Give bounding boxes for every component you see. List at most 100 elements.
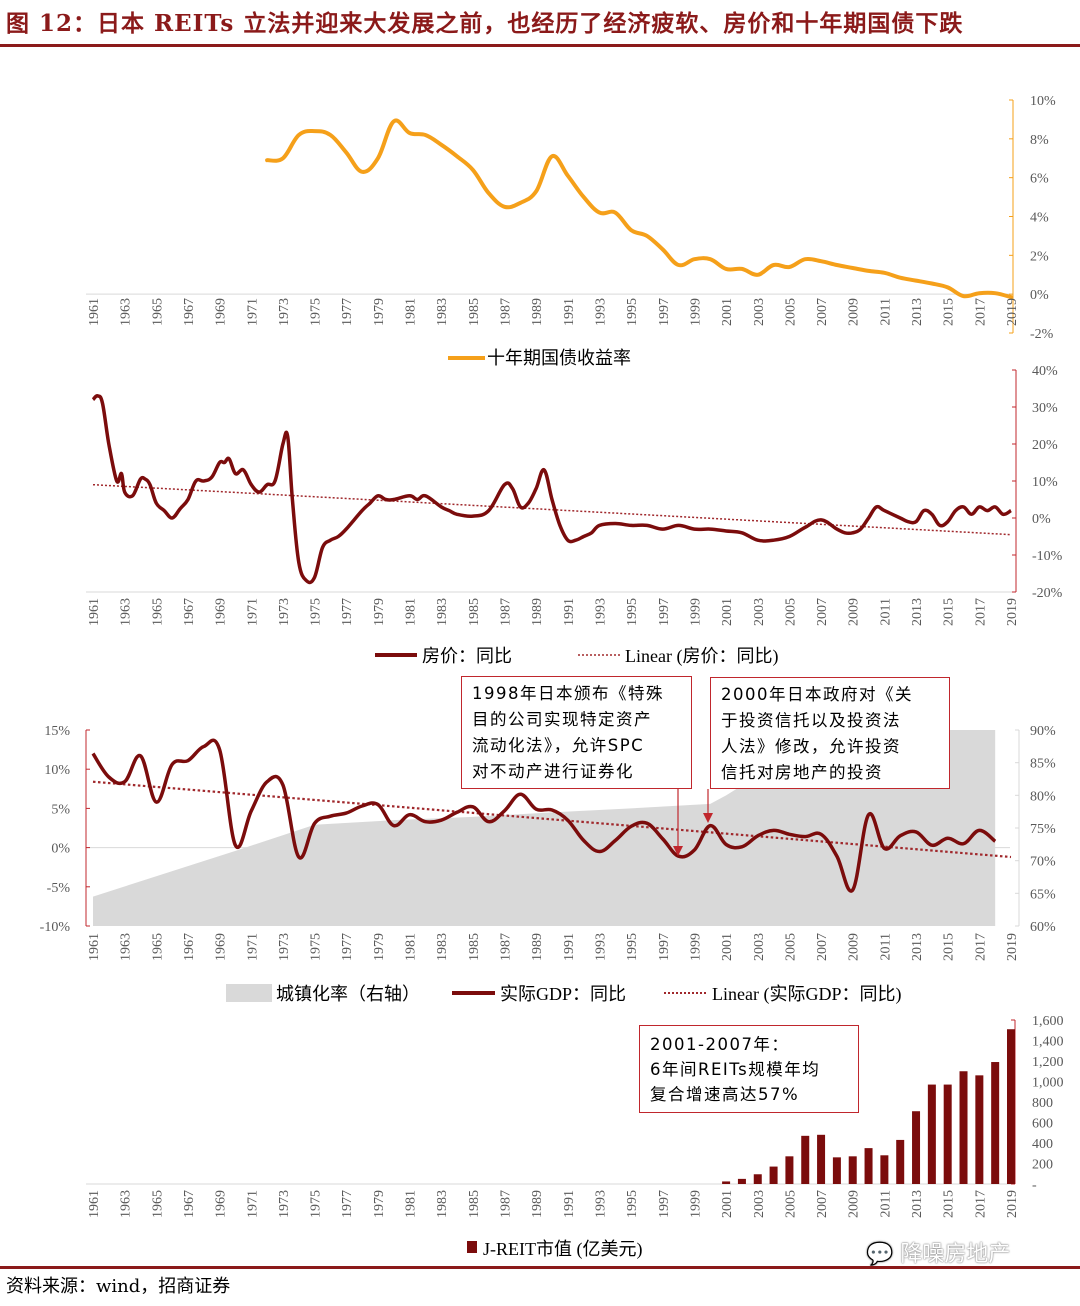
series-line-gdp [91,738,997,893]
y-tick-label-left: 10% [44,763,70,778]
x-tick-label: 1963 [119,598,134,626]
watermark: 💬 降噪房地产 [866,1236,1010,1268]
x-tick-label: 1971 [245,933,260,961]
y-tick-label: - [1032,1178,1037,1193]
y-tick-label-right: 80% [1030,789,1056,804]
x-tick-label: 1969 [214,933,229,961]
x-tick-label: 2019 [1005,598,1020,626]
x-tick-label: 1991 [562,598,577,626]
y-tick-label: -20% [1032,586,1063,601]
x-tick-label: 1973 [277,298,292,326]
legend-label-gdp: 实际GDP：同比 [500,984,626,1004]
x-tick-label: 2013 [910,1190,925,1218]
y-tick-label: 800 [1032,1096,1053,1111]
wechat-icon: 💬 [866,1242,894,1267]
annotation-line: 信托对房地产的投资 [721,763,883,782]
legend-swatch-urbanization [226,984,272,1002]
x-tick-label: 1977 [340,933,355,961]
x-tick-label: 1971 [245,1190,260,1218]
bar-2008 [832,1157,841,1184]
x-tick-label: 1963 [119,933,134,961]
annotation-line: 复合增速高达57% [650,1085,800,1104]
x-tick-label: 1979 [372,598,387,626]
x-tick-label: 1985 [467,933,482,961]
x-tick-label: 1961 [87,1190,102,1218]
bar-2009 [848,1156,857,1184]
legend-label-gdp-trend: Linear (实际GDP：同比) [712,984,901,1005]
x-tick-label: 1987 [499,298,514,326]
bar-2011 [880,1155,889,1184]
x-tick-label: 2009 [847,1190,862,1218]
annotation-2000-investment-trust-law: 2000年日本政府对《关 于投资信托以及投资法 人法》修改，允许投资 信托对房地… [710,677,950,789]
legend-label-house-price: 房价：同比 [422,646,512,666]
x-tick-label: 1983 [435,598,450,626]
x-tick-label: 2005 [783,1190,798,1218]
y-tick-label-right: 75% [1030,822,1056,837]
x-tick-label: 1999 [688,1190,703,1218]
x-tick-label: 1979 [372,1190,387,1218]
x-tick-label: 2011 [878,598,893,625]
legend-label-jreit: J-REIT市值 (亿美元) [483,1239,642,1260]
annotation-arrowhead-2000 [703,813,713,823]
annotation-line: 目的公司实现特定资产 [472,710,652,729]
bar-2006 [801,1135,810,1184]
annotation-reit-growth: 2001-2007年： 6年间REITs规模年均 复合增速高达57% [639,1025,859,1113]
x-tick-label: 1989 [530,1190,545,1218]
x-tick-label: 1975 [309,598,324,626]
footer-divider [0,1266,1080,1269]
x-tick-label: 1985 [467,1190,482,1218]
x-tick-label: 1967 [182,1190,197,1218]
x-tick-label: 2005 [783,933,798,961]
annotation-line: 对不动产进行证券化 [472,762,634,781]
y-tick-label: 6% [1030,172,1049,187]
x-tick-label: 1973 [277,1190,292,1218]
annotation-line: 1998年日本颁布《特殊 [472,684,664,703]
bar-2019 [1007,1029,1015,1184]
x-tick-label: 1987 [499,598,514,626]
bar-2005 [785,1156,794,1184]
x-tick-label: 1989 [530,598,545,626]
bar-2002 [737,1178,746,1184]
y-tick-label-right: 60% [1030,920,1056,935]
x-tick-label: 2001 [720,1190,735,1218]
x-tick-label: 1973 [277,933,292,961]
x-tick-label: 1981 [404,1190,419,1218]
x-tick-label: 2015 [942,933,957,961]
x-tick-label: 2005 [783,598,798,626]
x-tick-label: 2005 [783,298,798,326]
x-tick-label: 1975 [309,933,324,961]
x-tick-label: 1963 [119,1190,134,1218]
annotation-line: 于投资信托以及投资法 [721,711,901,730]
x-tick-label: 1999 [688,933,703,961]
x-tick-label: 2019 [1005,1190,1020,1218]
y-tick-label: 8% [1030,133,1049,148]
x-tick-label: 1993 [593,1190,608,1218]
title-divider [0,44,1080,47]
x-tick-label: 1997 [657,598,672,626]
x-tick-label: 2013 [910,298,925,326]
x-tick-label: 2007 [815,298,830,326]
y-tick-label: 200 [1032,1158,1053,1173]
y-tick-label-left: 5% [51,802,70,817]
y-tick-label: 40% [1032,364,1058,379]
x-tick-label: 1979 [372,933,387,961]
x-tick-label: 2007 [815,1190,830,1218]
y-tick-label: 1,400 [1032,1035,1064,1050]
bar-2004 [769,1166,778,1184]
x-tick-label: 2011 [878,1190,893,1217]
x-tick-label: 2019 [1005,933,1020,961]
x-tick-label: 1991 [562,933,577,961]
x-tick-label: 1961 [87,598,102,626]
x-tick-label: 1987 [499,1190,514,1218]
x-tick-label: 1961 [87,298,102,326]
x-tick-label: 2001 [720,598,735,626]
x-tick-label: 1993 [593,298,608,326]
x-tick-label: 2003 [752,298,767,326]
bar-2003 [753,1174,762,1184]
annotation-line: 2001-2007年： [650,1035,790,1054]
y-tick-label-right: 85% [1030,757,1056,772]
y-tick-label: 2% [1030,249,1049,264]
annotation-line: 人法》修改，允许投资 [721,737,901,756]
x-tick-label: 1995 [625,598,640,626]
x-tick-label: 1985 [467,598,482,626]
